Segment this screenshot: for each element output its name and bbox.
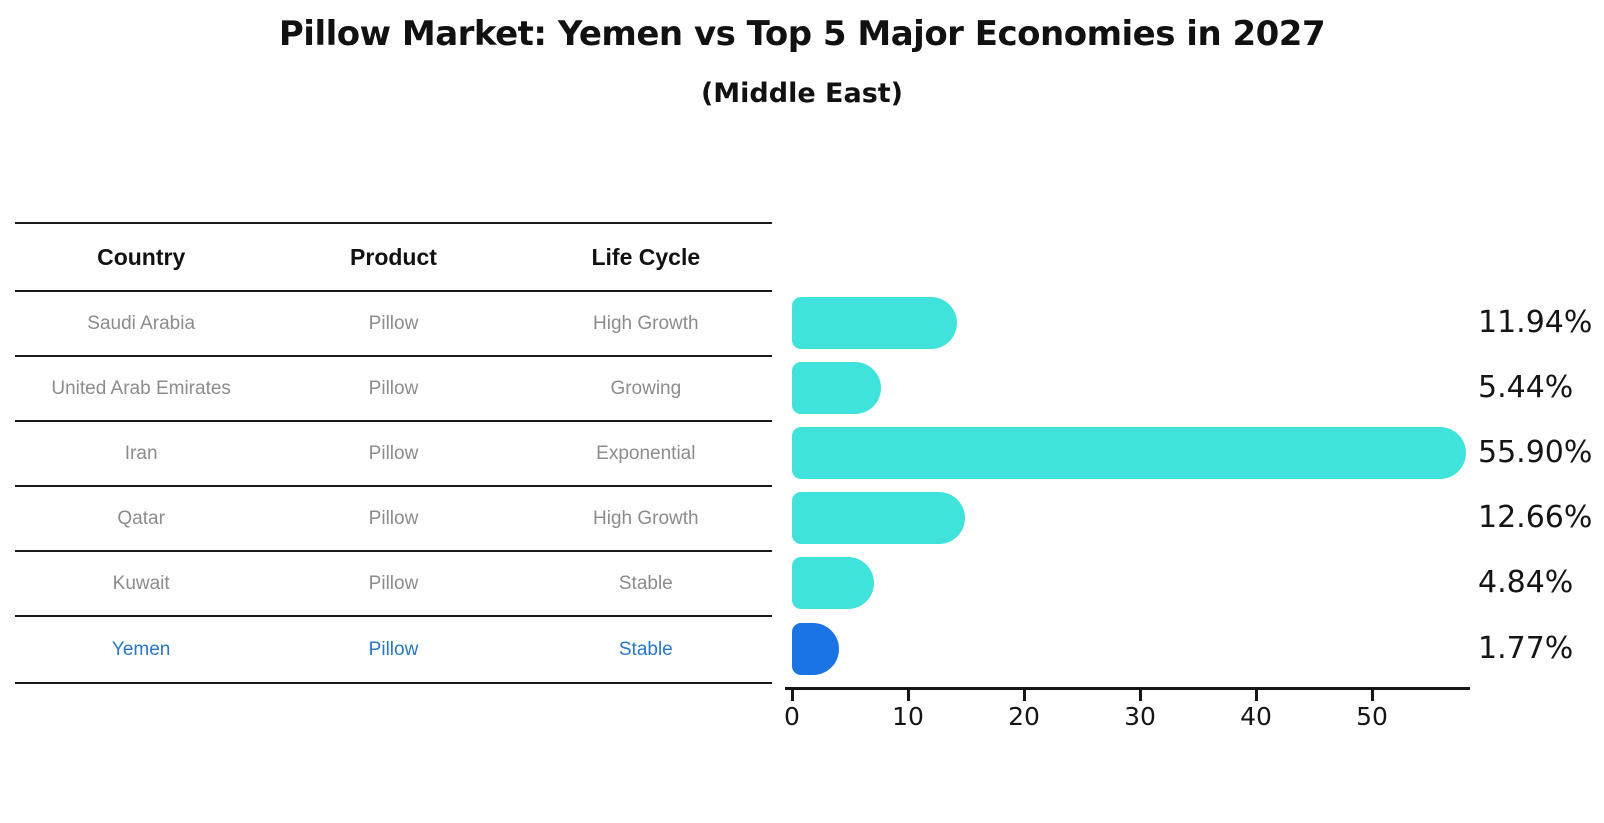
table-row-qatar: Qatar Pillow High Growth <box>15 487 772 552</box>
cell-country: Kuwait <box>112 572 170 594</box>
x-tick-mark-10 <box>906 688 910 701</box>
table-header-life-cycle: Life Cycle <box>591 243 701 270</box>
value-label-qatar: 12.66% <box>1478 499 1593 535</box>
x-tick-mark-40 <box>1254 688 1258 701</box>
x-tick-label-20: 20 <box>1008 702 1040 731</box>
table-header-country: Country <box>97 243 186 270</box>
table-header-product: Product <box>350 243 437 270</box>
cell-country: Qatar <box>117 507 165 529</box>
cell-product: Pillow <box>368 638 419 660</box>
value-label-saudi-arabia: 11.94% <box>1478 304 1593 340</box>
table-row-united-arab-emirates: United Arab Emirates Pillow Growing <box>15 357 772 422</box>
bar-kuwait <box>792 556 875 609</box>
cell-life-cycle: High Growth <box>593 312 699 334</box>
table-row-kuwait: Kuwait Pillow Stable <box>15 552 772 617</box>
cell-product: Pillow <box>368 312 419 334</box>
bar-yemen <box>792 622 839 675</box>
x-tick-mark-0 <box>790 688 794 701</box>
value-label-united-arab-emirates: 5.44% <box>1478 369 1574 405</box>
x-tick-label-40: 40 <box>1240 702 1272 731</box>
x-tick-mark-30 <box>1138 688 1142 701</box>
value-label-kuwait: 4.84% <box>1478 564 1574 600</box>
bar-saudi-arabia <box>792 296 957 349</box>
x-tick-label-0: 0 <box>784 702 800 731</box>
cell-life-cycle: Growing <box>610 377 682 399</box>
value-label-iran: 55.90% <box>1478 434 1593 470</box>
value-label-yemen: 1.77% <box>1478 630 1574 666</box>
x-axis-line <box>785 687 1470 690</box>
cell-country: Yemen <box>111 638 171 660</box>
x-tick-label-10: 10 <box>892 702 924 731</box>
cell-life-cycle: High Growth <box>593 507 699 529</box>
table-row-saudi-arabia: Saudi Arabia Pillow High Growth <box>15 292 772 357</box>
chart-title: Pillow Market: Yemen vs Top 5 Major Econ… <box>278 14 1326 54</box>
cell-country: Saudi Arabia <box>87 312 196 334</box>
x-tick-label-30: 30 <box>1124 702 1156 731</box>
x-tick-label-50: 50 <box>1356 702 1388 731</box>
table-body: Saudi Arabia Pillow High Growth United Arab… <box>15 292 772 684</box>
table-header-row: Country Product Life Cycle <box>15 224 772 292</box>
bar-united-arab-emirates <box>792 361 882 414</box>
cell-product: Pillow <box>368 442 419 464</box>
bar-qatar <box>792 491 965 544</box>
cell-life-cycle: Stable <box>618 572 673 594</box>
cell-country: United Arab Emirates <box>51 377 231 399</box>
country-table: Country Product Life Cycle Saudi Arabia P… <box>15 222 772 684</box>
chart-subtitle: (Middle East) <box>700 78 904 109</box>
cell-product: Pillow <box>368 377 419 399</box>
cell-life-cycle: Exponential <box>596 442 696 464</box>
cell-product: Pillow <box>368 572 419 594</box>
table-row-yemen: Yemen Pillow Stable <box>15 617 772 684</box>
bar-iran <box>792 426 1467 479</box>
x-tick-mark-20 <box>1022 688 1026 701</box>
table-row-iran: Iran Pillow Exponential <box>15 422 772 487</box>
cell-country: Iran <box>124 442 158 464</box>
cell-product: Pillow <box>368 507 419 529</box>
x-tick-mark-50 <box>1370 688 1374 701</box>
cell-life-cycle: Stable <box>618 638 673 660</box>
